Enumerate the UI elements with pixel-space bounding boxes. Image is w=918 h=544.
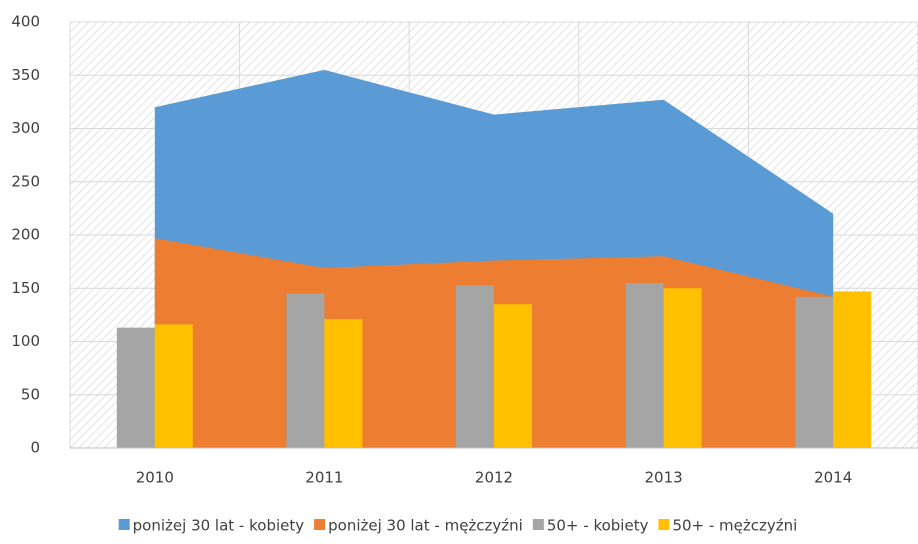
y-tick-label: 50 <box>21 385 40 403</box>
legend-swatch <box>314 519 326 530</box>
x-tick-label: 2012 <box>475 469 513 487</box>
y-tick-label: 100 <box>11 332 40 350</box>
y-tick-label: 350 <box>11 66 40 84</box>
legend-label: 50+ - kobiety <box>547 517 649 535</box>
y-tick-label: 0 <box>30 439 40 457</box>
legend-label: poniżej 30 lat - mężczyźni <box>328 517 523 535</box>
y-tick-label: 150 <box>11 279 40 297</box>
bar <box>625 282 664 448</box>
legend-label: 50+ - mężczyźni <box>672 517 797 535</box>
x-tick-label: 2010 <box>136 469 174 487</box>
y-tick-label: 200 <box>11 226 40 244</box>
legend-swatch <box>118 519 130 530</box>
bar <box>116 327 155 448</box>
bar <box>456 285 494 448</box>
legend-swatch <box>658 519 670 530</box>
y-tick-label: 400 <box>11 13 40 31</box>
legend-swatch <box>532 519 544 530</box>
bar <box>494 304 532 448</box>
x-tick-label: 2011 <box>305 469 343 487</box>
bar <box>663 288 702 448</box>
x-tick-label: 2014 <box>814 469 852 487</box>
legend-label: poniżej 30 lat - kobiety <box>133 517 305 535</box>
bar <box>286 293 325 448</box>
y-tick-label: 250 <box>11 172 40 190</box>
y-tick-label: 300 <box>11 119 40 137</box>
bar <box>324 319 363 448</box>
bar <box>833 291 872 448</box>
x-tick-label: 2013 <box>645 469 683 487</box>
bar <box>154 324 193 448</box>
bar <box>795 296 834 448</box>
